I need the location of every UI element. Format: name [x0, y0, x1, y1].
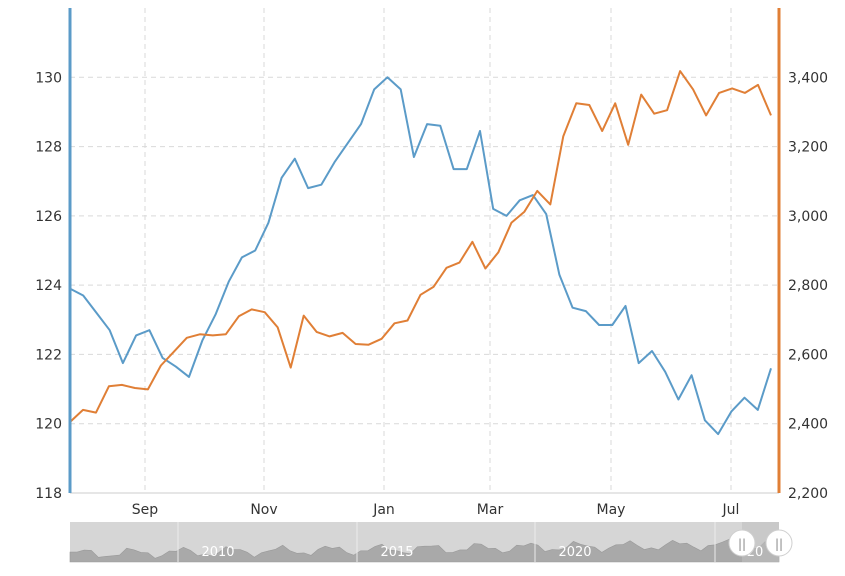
series-line-left-axis	[69, 76, 772, 436]
y-left-tick-label: 118	[35, 486, 62, 502]
x-tick-label: May	[597, 502, 626, 518]
navigator-year-label: 2010	[201, 545, 234, 560]
navigator-right-handle-grip: ||	[775, 537, 783, 551]
grid-lines	[70, 8, 779, 493]
y-left-tick-label: 120	[35, 417, 62, 433]
x-tick-label: Sep	[132, 502, 159, 518]
navigator-year-label: 2020	[558, 545, 591, 560]
navigator[interactable]: 2010 2015 2020 20|| ||	[69, 522, 793, 563]
series-line-right-axis	[69, 70, 772, 423]
y-left-tick-label: 126	[35, 209, 62, 225]
navigator-left-handle[interactable]	[728, 529, 756, 557]
y-right-tick-label: 2,600	[788, 347, 828, 363]
y-right-tick-label: 2,800	[788, 278, 828, 294]
y-left-tick-label: 122	[35, 347, 62, 363]
axes	[68, 8, 781, 494]
navigator-right-handle[interactable]	[765, 529, 793, 557]
x-tick-label: Mar	[477, 502, 504, 518]
y-left-tick-label: 130	[35, 70, 62, 86]
y-right-tick-label: 2,400	[788, 417, 828, 433]
y-right-tick-label: 3,000	[788, 209, 828, 225]
y-left-tick-label: 124	[35, 278, 62, 294]
tick-labels: 118 120 122 124 126 128 130 2,200 2,400 2,600 2,80…	[35, 70, 828, 518]
y-right-tick-label: 3,400	[788, 70, 828, 86]
series-lines	[69, 70, 772, 436]
x-tick-label: Jan	[372, 502, 395, 518]
x-tick-label: Jul	[722, 502, 740, 518]
x-tick-label: Nov	[250, 502, 277, 518]
navigator-year-label: 2015	[380, 545, 413, 560]
y-left-tick-label: 128	[35, 140, 62, 156]
navigator-left-handle-grip: ||	[738, 537, 746, 551]
y-right-tick-label: 2,200	[788, 486, 828, 502]
y-right-tick-label: 3,200	[788, 140, 828, 156]
navigator-series-silhouette	[69, 538, 780, 563]
